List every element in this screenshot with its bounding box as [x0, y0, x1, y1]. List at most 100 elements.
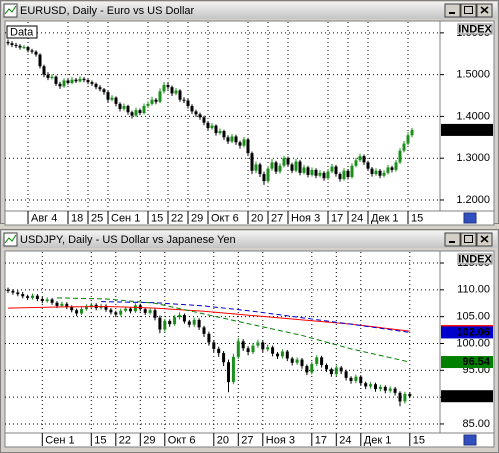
candle-body — [163, 320, 167, 330]
candle-body — [314, 169, 318, 176]
candle-body — [212, 342, 216, 349]
candle-body — [21, 294, 25, 297]
candle-body — [124, 308, 128, 311]
candle-body — [168, 320, 172, 325]
indicator-price-label-box — [441, 326, 493, 339]
candle-body — [227, 362, 230, 383]
candle-body — [134, 110, 138, 116]
x-tick-label: 15 — [411, 212, 423, 224]
candle-body — [122, 105, 126, 109]
candle-body — [154, 99, 158, 102]
close-glyph — [480, 235, 489, 243]
x-tick-label: Ноя 3 — [266, 434, 295, 446]
candle-body — [94, 83, 98, 88]
candle-body — [282, 158, 286, 166]
x-tick-label: 29 — [143, 434, 155, 446]
candle-body — [258, 164, 262, 175]
candle-body — [294, 161, 298, 171]
title-bar — [2, 231, 497, 248]
candle-body — [306, 167, 310, 175]
candle-body — [222, 131, 226, 138]
candle-body — [325, 364, 328, 370]
x-tick-label: 29 — [191, 212, 203, 224]
y-tick-label: 100.00 — [456, 337, 490, 349]
candle-body — [271, 347, 275, 354]
minimize-button[interactable] — [444, 3, 461, 18]
candle-body — [6, 289, 10, 291]
candle-body — [251, 345, 255, 353]
index-label: INDEX — [458, 23, 492, 35]
candle-body — [78, 78, 82, 82]
title-bar — [2, 2, 497, 19]
candle-body — [278, 165, 282, 172]
candle-body — [398, 392, 402, 402]
corner-button[interactable] — [463, 434, 477, 446]
time-axis — [4, 210, 495, 226]
price-axis — [439, 20, 495, 212]
candle-body — [142, 105, 146, 114]
candle-body — [10, 43, 14, 45]
candle-body — [202, 327, 206, 334]
candle-body — [262, 174, 266, 182]
candle-body — [84, 306, 88, 310]
maximize-glyph — [464, 235, 473, 243]
candle-body — [34, 51, 38, 55]
x-tick-label: 15 — [94, 434, 106, 446]
candle-body — [50, 76, 54, 78]
window-icon-line — [4, 234, 17, 244]
candle-body — [256, 342, 260, 346]
candle-body — [38, 54, 42, 67]
minimize-button[interactable] — [444, 232, 461, 247]
candle-body — [198, 114, 202, 118]
index-box — [457, 23, 493, 35]
candle-body — [362, 156, 366, 163]
candle-body — [290, 164, 294, 171]
candle-body — [202, 117, 206, 123]
data-label: Data — [10, 26, 34, 38]
candle-body — [217, 348, 221, 354]
x-tick-label: 17 — [331, 212, 343, 224]
candle-body — [218, 131, 222, 134]
candle-body — [14, 44, 18, 46]
x-tick-label: 20 — [251, 212, 263, 224]
moving-average — [101, 301, 410, 333]
candle-body — [378, 170, 382, 176]
candle-body — [354, 376, 358, 382]
candle-body — [18, 45, 22, 48]
close-glyph — [480, 6, 489, 14]
y-tick-label: 1.2000 — [456, 194, 490, 206]
candle-body — [315, 357, 319, 364]
candle-body — [126, 105, 130, 113]
candle-body — [238, 142, 242, 146]
candle-body — [339, 367, 343, 372]
corner-button[interactable] — [463, 212, 477, 224]
candle-body — [194, 111, 198, 115]
candle-body — [50, 299, 54, 303]
candle-body — [222, 353, 226, 363]
candle-body — [6, 42, 10, 44]
candle-body — [349, 377, 353, 382]
x-tick-label: 24 — [351, 212, 363, 224]
candle-body — [133, 305, 137, 312]
candle-body — [242, 139, 246, 146]
maximize-button[interactable] — [460, 232, 477, 247]
candle-body — [366, 162, 370, 169]
price-axis — [439, 250, 495, 434]
candle-body — [285, 351, 289, 359]
candle-body — [250, 153, 254, 171]
x-tick-label: Сен 1 — [45, 434, 74, 446]
candle-body — [408, 393, 412, 397]
window-title: USDJPY, Daily - US Dollar vs Japanese Ye… — [20, 234, 236, 246]
candle-body — [70, 306, 74, 311]
indicator-price-label: 102.06 — [456, 326, 490, 338]
x-tick-label: Авг 4 — [31, 212, 57, 224]
candle-body — [300, 359, 304, 367]
candle-body — [310, 363, 314, 373]
x-tick-label: Окт 6 — [168, 434, 196, 446]
candle-body — [182, 99, 186, 101]
maximize-button[interactable] — [460, 3, 477, 18]
candle-body — [89, 304, 93, 307]
candle-body — [60, 303, 64, 306]
candle-body — [45, 299, 49, 302]
